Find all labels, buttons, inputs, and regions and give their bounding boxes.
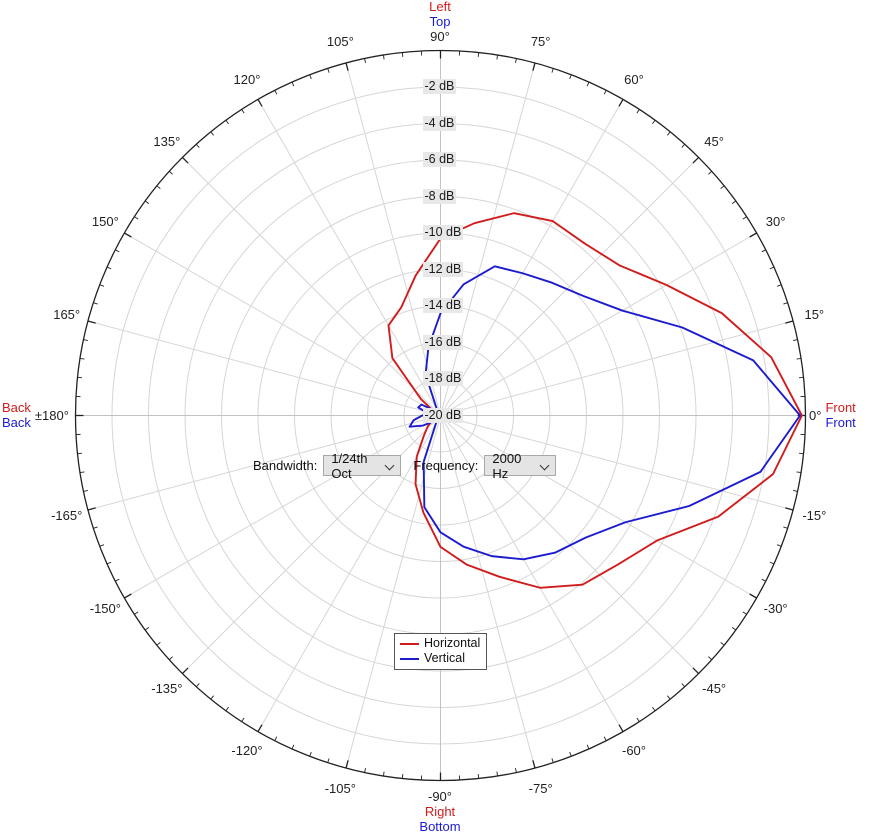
chevron-down-icon (540, 460, 551, 471)
legend-item-horizontal: Horizontal (400, 636, 480, 651)
angular-tick-105: 105° (326, 33, 354, 49)
angular-tick--150: -150° (89, 601, 121, 616)
angular-tick--60: -60° (622, 742, 646, 758)
angular-tick-150: 150° (91, 214, 119, 229)
radial-tick-18db: -18 dB (422, 371, 464, 386)
cardinal-top-vertical: Top (429, 14, 451, 29)
angular-tick-60: 60° (624, 72, 644, 88)
radial-tick-20db: -20 dB (422, 407, 464, 423)
cardinal-right-vertical: Front (825, 415, 856, 430)
cardinal-top-angle: 90° (430, 29, 450, 44)
legend-label-horizontal: Horizontal (424, 636, 481, 650)
angular-tick-120: 120° (233, 72, 261, 88)
cardinal-label-right: 0° Front Front (809, 400, 875, 430)
angular-tick--15: -15° (802, 507, 827, 523)
angular-tick-15: 15° (804, 307, 825, 323)
legend-label-vertical: Vertical (424, 651, 465, 665)
chart-controls: Bandwidth: 1/24th Oct Frequency: 2000 Hz (253, 451, 557, 481)
radial-tick-12db: -12 dB (422, 261, 464, 277)
cardinal-bottom-horizontal: Right (424, 804, 456, 819)
bandwidth-label: Bandwidth: (253, 458, 318, 473)
angular-tick-75: 75° (530, 33, 551, 49)
cardinal-left-horizontal: Back (2, 400, 31, 415)
angular-tick--45: -45° (702, 681, 727, 697)
frequency-select-value: 2000 Hz (492, 450, 522, 481)
frequency-label: Frequency: (413, 458, 479, 473)
legend-swatch-horizontal (400, 642, 419, 645)
cardinal-top-horizontal: Left (429, 0, 451, 14)
cardinal-right-horizontal: Front (825, 400, 856, 415)
angular-tick--120: -120° (231, 742, 263, 758)
legend-swatch-vertical (400, 657, 419, 660)
chart-legend: Horizontal Vertical (394, 633, 488, 670)
angular-tick--135: -135° (151, 681, 183, 697)
cardinal-left-angle: ±180° (34, 407, 69, 423)
radial-tick-14db: -14 dB (422, 298, 464, 313)
radial-tick-4db: -4 dB (422, 115, 457, 131)
cardinal-label-top: Left Top 90° (405, 0, 475, 44)
bandwidth-select[interactable]: 1/24th Oct (323, 451, 402, 481)
radial-tick-6db: -6 dB (422, 152, 457, 167)
angular-tick--105: -105° (324, 781, 356, 797)
angular-tick-135: 135° (153, 133, 181, 149)
cardinal-bottom-vertical: Bottom (419, 819, 461, 834)
angular-tick-165: 165° (53, 307, 81, 323)
cardinal-label-left: Back Back ±180° (2, 400, 74, 430)
angular-tick-45: 45° (704, 133, 724, 149)
cardinal-right-angle: 0° (809, 407, 822, 423)
angular-tick--75: -75° (528, 781, 553, 797)
frequency-select[interactable]: 2000 Hz (484, 451, 557, 481)
chevron-down-icon (385, 460, 396, 471)
angular-tick--30: -30° (763, 601, 788, 616)
radial-tick-8db: -8 dB (422, 188, 457, 204)
series-path-vertical (408, 265, 801, 561)
angular-tick-30: 30° (765, 214, 786, 229)
cardinal-left-vertical: Back (2, 415, 31, 430)
cardinal-bottom-angle: -90° (428, 789, 452, 804)
radial-tick-10db: -10 dB (422, 225, 464, 240)
cardinal-label-bottom: -90° Right Bottom (405, 789, 475, 834)
radial-tick-16db: -16 dB (422, 334, 464, 350)
angular-tick--165: -165° (51, 507, 83, 523)
bandwidth-select-value: 1/24th Oct (331, 450, 368, 481)
legend-item-vertical: Vertical (400, 651, 480, 666)
radial-tick-2db: -2 dB (422, 79, 457, 94)
